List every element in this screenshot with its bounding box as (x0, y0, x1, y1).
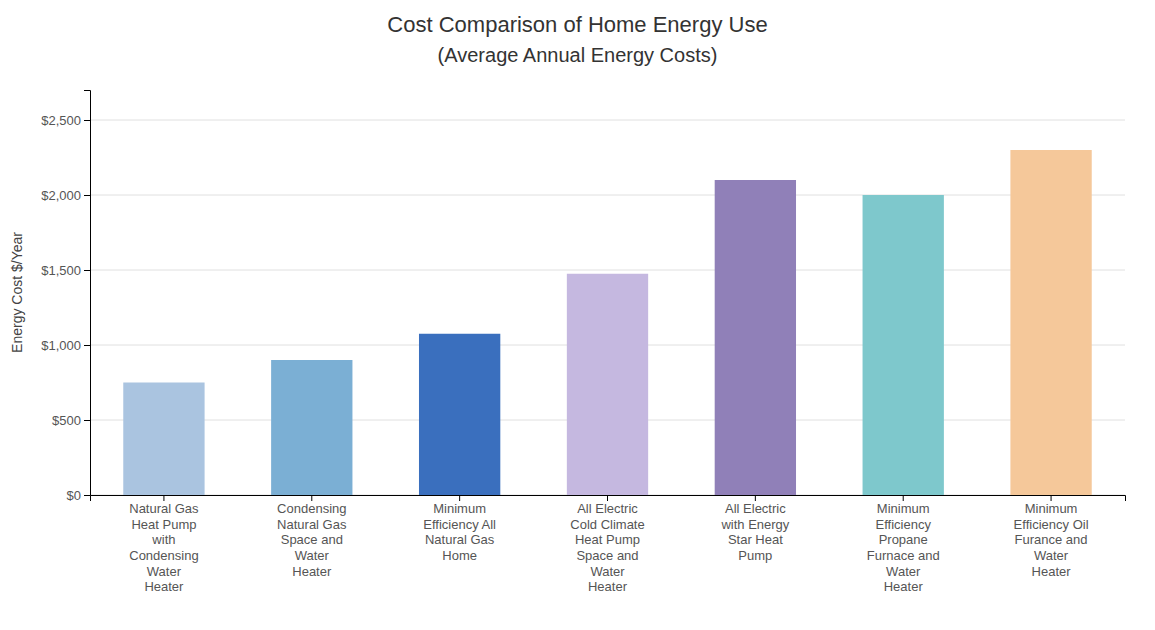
x-tick-label-line: Heater (292, 564, 332, 579)
y-tick-label: $500 (52, 413, 81, 428)
y-tick: $500 (52, 413, 90, 428)
bar (271, 360, 352, 495)
y-tick-label: $1,500 (41, 263, 81, 278)
x-tick-label-line: Water (1034, 548, 1069, 563)
x-axis: Natural GasHeat PumpwithCondensingWaterH… (91, 495, 1126, 594)
y-tick: $1,500 (41, 263, 90, 278)
x-tick-label-line: Minimum (433, 501, 486, 516)
x-tick-label: All Electricwith EnergyStar HeatPump (720, 501, 789, 563)
x-tick-label: Natural GasHeat PumpwithCondensingWaterH… (129, 501, 199, 594)
x-tick-label: CondensingNatural GasSpace andWaterHeate… (277, 501, 347, 578)
x-tick-label-line: Heat Pump (131, 517, 196, 532)
x-tick-label-line: with (151, 532, 175, 547)
x-tick-label-line: Minimum (877, 501, 930, 516)
x-tick-label-line: Furnace and (867, 548, 940, 563)
x-tick: MinimumEfficiency OilFurance andWaterHea… (1014, 495, 1089, 579)
x-tick-mark (163, 495, 164, 501)
x-tick-label-line: Heater (588, 579, 628, 594)
x-tick-label-line: Home (442, 548, 477, 563)
y-tick-mark (84, 120, 90, 121)
y-tick-label: $0 (67, 488, 81, 503)
x-tick-label-line: Heater (144, 579, 184, 594)
x-tick-label-line: Water (295, 548, 330, 563)
y-tick-label: $2,500 (41, 113, 81, 128)
title: Cost Comparison of Home Energy Use (387, 12, 767, 37)
x-tick-label-line: Natural Gas (129, 501, 199, 516)
x-tick: CondensingNatural GasSpace andWaterHeate… (277, 495, 347, 579)
x-tick-label-line: Natural Gas (277, 517, 347, 532)
x-tick-mark (607, 495, 608, 501)
y-tick-mark (84, 195, 90, 196)
x-tick-label-line: Minimum (1025, 501, 1078, 516)
x-tick-label-line: Star Heat (728, 532, 783, 547)
y-tick: $0 (67, 488, 90, 503)
x-tick-mark (1051, 495, 1052, 501)
x-tick: All ElectricCold ClimateHeat PumpSpace a… (570, 495, 644, 594)
x-tick-label-line: Space and (281, 532, 343, 547)
y-tick: $1,000 (41, 338, 90, 353)
x-tick-label-line: Furance and (1015, 532, 1088, 547)
x-tick-label-line: Efficiency Oil (1014, 517, 1089, 532)
x-tick-label-line: Water (590, 564, 625, 579)
y-tick-mark (84, 270, 90, 271)
x-tick-label-line: with Energy (720, 517, 789, 532)
bar (123, 383, 204, 496)
plot: $0 $500 $1,000 $1,500 $2,000 $2,500 Natural Ga… (9, 91, 1126, 595)
chart: Cost Comparison of Home Energy Use (Avera… (0, 0, 1155, 630)
x-tick-label-line: All Electric (577, 501, 638, 516)
x-tick-label-line: Propane (879, 532, 928, 547)
x-tick-label-line: Natural Gas (425, 532, 495, 547)
x-tick: Natural GasHeat PumpwithCondensingWaterH… (129, 495, 199, 594)
x-tick-label-line: Space and (576, 548, 638, 563)
x-tick: MinimumEfficiencyPropaneFurnace andWater… (867, 495, 940, 594)
y-tick-label: $1,000 (41, 338, 81, 353)
y-axis: $0 $500 $1,000 $1,500 $2,000 $2,500 (41, 91, 90, 503)
bars (123, 150, 1091, 495)
bar (419, 334, 500, 495)
x-axis-line (91, 496, 1126, 502)
bar (863, 195, 944, 495)
x-tick: All Electricwith EnergyStar HeatPump (720, 495, 789, 563)
bar (1010, 150, 1091, 495)
x-tick-mark (755, 495, 756, 501)
x-tick-label-line: Cold Climate (570, 517, 644, 532)
x-tick-label-line: Heat Pump (575, 532, 640, 547)
subtitle: (Average Annual Energy Costs) (438, 44, 718, 66)
y-tick-mark (84, 420, 90, 421)
grid (90, 120, 1125, 495)
y-tick-mark (84, 495, 90, 496)
x-tick-label-line: Efficiency All (423, 517, 496, 532)
x-tick-label-line: Heater (884, 579, 924, 594)
bar (567, 274, 648, 495)
x-tick: MinimumEfficiency AllNatural GasHome (423, 495, 496, 563)
y-axis-line (84, 91, 91, 496)
x-tick-mark (311, 495, 312, 501)
x-tick-label-line: Water (886, 564, 921, 579)
y-tick: $2,500 (41, 113, 90, 128)
grid-line (90, 195, 1125, 196)
x-tick-label-line: Condensing (277, 501, 346, 516)
x-tick-mark (459, 495, 460, 501)
x-tick-label: MinimumEfficiency OilFurance andWaterHea… (1014, 501, 1089, 578)
bar (715, 180, 796, 495)
x-tick-mark (903, 495, 904, 501)
x-tick-label: MinimumEfficiencyPropaneFurnace andWater… (867, 501, 940, 594)
y-axis-title: Energy Cost $/Year (9, 232, 25, 353)
grid-line (90, 270, 1125, 271)
grid-line (90, 120, 1125, 121)
x-tick-label-line: Heater (1032, 564, 1072, 579)
y-tick-label: $2,000 (41, 188, 81, 203)
y-tick-mark (84, 345, 90, 346)
x-tick-label-line: Efficiency (876, 517, 932, 532)
x-tick-label-line: Water (147, 564, 182, 579)
x-tick-label-line: Pump (738, 548, 772, 563)
x-tick-label-line: Condensing (129, 548, 198, 563)
y-tick: $2,000 (41, 188, 90, 203)
x-tick-label: MinimumEfficiency AllNatural GasHome (423, 501, 496, 563)
x-tick-label: All ElectricCold ClimateHeat PumpSpace a… (570, 501, 644, 594)
x-tick-label-line: All Electric (725, 501, 786, 516)
